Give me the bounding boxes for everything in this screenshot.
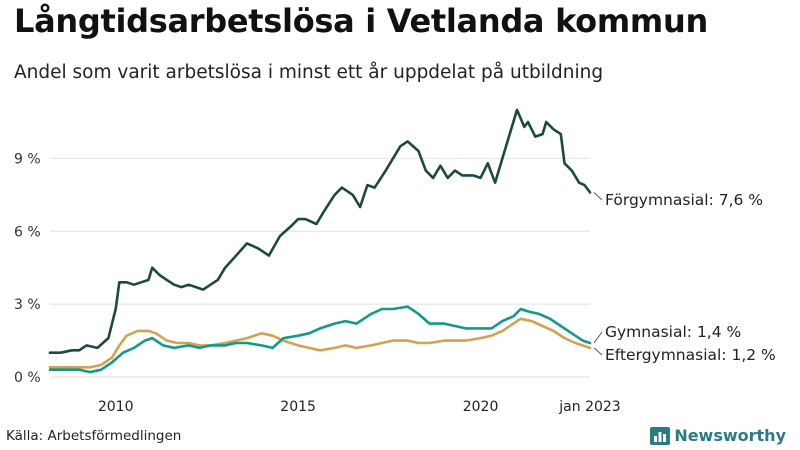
x-tick-label: 2020: [463, 399, 499, 415]
brand-logo: Newsworthy: [650, 426, 786, 445]
series-line-eftergymnasial: [48, 317, 592, 369]
bar-chart-icon: [650, 426, 671, 445]
chart-title: Långtidsarbetslösa i Vetlanda kommun: [14, 2, 708, 40]
end-label-leader: [593, 331, 603, 344]
end-label-leader: [593, 347, 603, 356]
y-tick-label: 6 %: [14, 224, 41, 240]
x-tick-label: jan 2023: [558, 399, 620, 415]
y-tick-label: 0 %: [14, 370, 41, 386]
end-label-eftergymnasial: Eftergymnasial: 1,2 %: [605, 346, 776, 364]
x-tick-label: 2015: [280, 399, 316, 415]
y-tick-label: 9 %: [14, 151, 41, 167]
chart-subtitle: Andel som varit arbetslösa i minst ett å…: [14, 62, 604, 83]
end-label-leader: [593, 192, 603, 201]
end-label-gymnasial: Gymnasial: 1,4 %: [605, 323, 741, 341]
end-label-förgymnasial: Förgymnasial: 7,6 %: [605, 191, 763, 209]
source-note: Källa: Arbetsförmedlingen: [6, 428, 182, 444]
series-line-förgymnasial: [48, 108, 592, 354]
y-tick-label: 3 %: [14, 297, 41, 313]
brand-name: Newsworthy: [674, 426, 786, 445]
series-line-gymnasial: [48, 305, 592, 374]
x-tick-label: 2010: [98, 399, 134, 415]
